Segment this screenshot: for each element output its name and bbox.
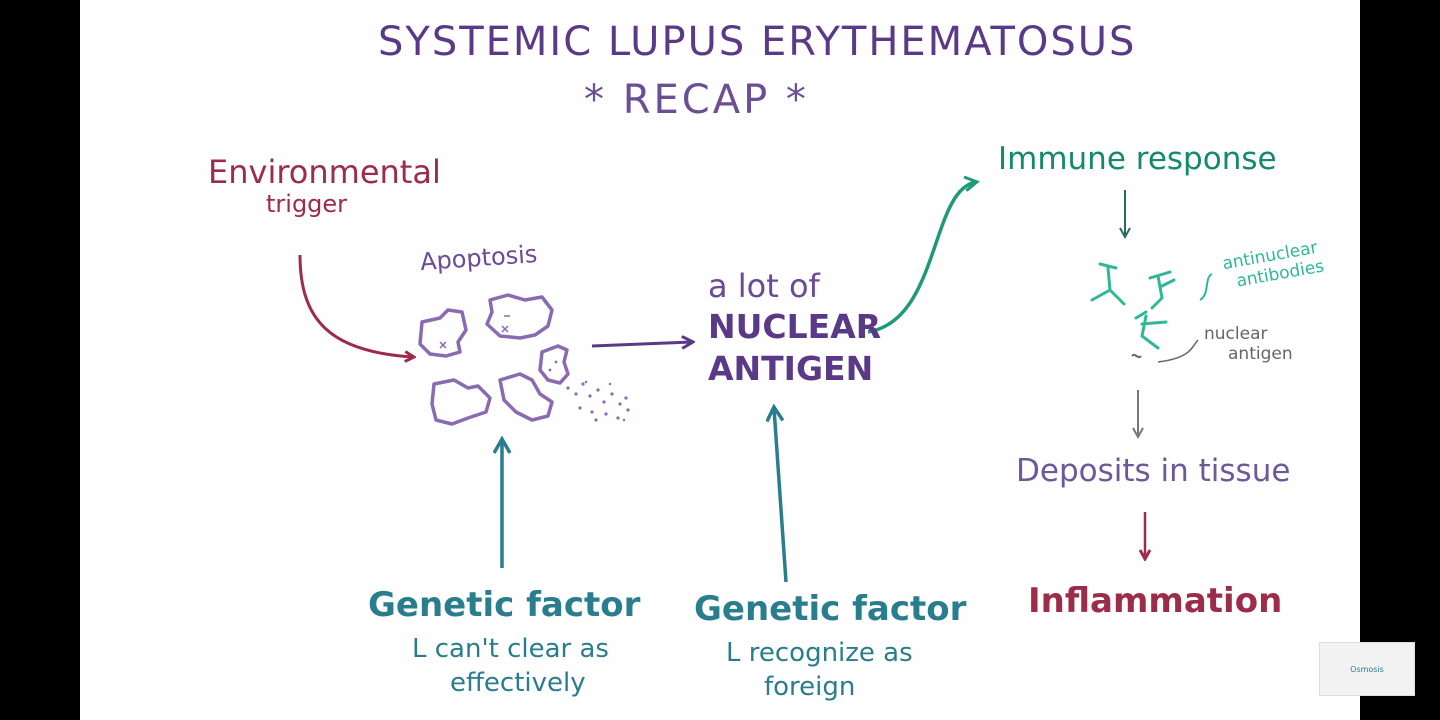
page-title: SYSTEMIC LUPUS ERYTHEMATOSUS	[378, 19, 1137, 65]
slide: SYSTEMIC LUPUS ERYTHEMATOSUS * RECAP * E…	[80, 0, 1360, 720]
cell-debris	[548, 360, 630, 422]
cell-fragment	[538, 344, 570, 385]
environmental-trigger-label: Environmental	[208, 153, 441, 191]
apoptotic-cells	[418, 293, 570, 426]
cell-fragment	[498, 372, 554, 422]
immune-response-label: Immune response	[998, 141, 1277, 177]
antigen-pointer	[1157, 339, 1199, 363]
diagram-drawing	[298, 0, 1213, 583]
antibody	[1148, 270, 1176, 310]
nuclear-antigen-line3: ANTIGEN	[708, 349, 874, 388]
nuclear-antigen-label-2: antigen	[1228, 344, 1293, 364]
genetic-factor-2-line2: foreign	[764, 672, 856, 702]
recap-subtitle: * RECAP *	[584, 77, 809, 123]
nuclear-antigen-line2: NUCLEAR	[708, 307, 882, 346]
antibodies	[1090, 262, 1176, 350]
genetic-factor-1-heading: Genetic factor	[368, 585, 641, 625]
deposits-label: Deposits in tissue	[1016, 453, 1291, 489]
genetic-factor-2-line1: L recognize as	[726, 638, 913, 668]
antibody	[1134, 310, 1168, 350]
cell-fragment	[430, 378, 492, 426]
trigger-arrow	[298, 254, 413, 357]
cell-fragment	[418, 308, 468, 358]
cell-fragment	[485, 293, 554, 340]
apoptosis-to-antigen-arrow	[591, 342, 692, 346]
genetic-factor-1-line2: effectively	[450, 668, 586, 698]
genetic-factor-2-arrow	[774, 408, 788, 583]
nuclear-antigen-label-1: nuclear	[1204, 324, 1268, 344]
antigen-to-immune-arrow	[867, 182, 976, 334]
nuclear-antigen-squiggle	[1131, 353, 1142, 359]
logo-text: Osmosis	[1350, 664, 1384, 674]
antibody	[1090, 262, 1126, 306]
osmosis-logo: Osmosis	[1319, 642, 1415, 696]
antibody-bracket	[1199, 273, 1213, 301]
genetic-factor-1-line1: L can't clear as	[412, 634, 609, 664]
environmental-trigger-label-2: trigger	[266, 190, 348, 218]
nuclear-antigen-line1: a lot of	[708, 267, 820, 305]
nucleus-marks	[439, 315, 510, 349]
inflammation-label: Inflammation	[1028, 581, 1283, 621]
genetic-factor-2-heading: Genetic factor	[694, 589, 967, 629]
